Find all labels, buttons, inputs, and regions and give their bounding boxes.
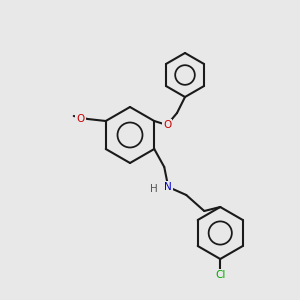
Text: H: H	[150, 184, 158, 194]
Text: Cl: Cl	[215, 270, 225, 280]
Text: N: N	[164, 182, 172, 192]
Text: O: O	[163, 120, 171, 130]
Text: O: O	[76, 114, 85, 124]
